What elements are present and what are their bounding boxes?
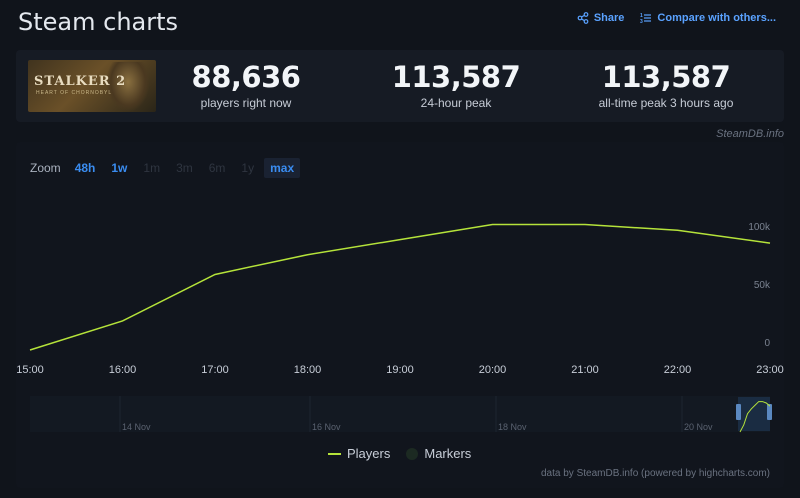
legend-players-label: Players (347, 446, 391, 461)
chart-panel: Zoom 48h 1w 1m 3m 6m 1y max 0 50k 100k 15:0… (16, 142, 784, 488)
zoom-1w[interactable]: 1w (111, 161, 128, 175)
page-title: Steam charts (18, 8, 179, 36)
stat-peak24: 113,587 24-hour peak (356, 60, 556, 110)
x-tick-label: 15:00 (16, 364, 44, 376)
legend-players-swatch (328, 452, 341, 455)
compare-label: Compare with others... (657, 12, 776, 24)
y-tick-label: 50k (754, 280, 771, 291)
x-tick-label: 21:00 (571, 364, 599, 376)
footer-credit[interactable]: data by SteamDB.info (powered by highcha… (541, 468, 770, 479)
legend-markers-label: Markers (424, 446, 472, 461)
thumbnail-title: STALKER 2 (34, 74, 127, 89)
x-tick-label: 18:00 (294, 364, 322, 376)
compare-icon: 1 3 (640, 13, 652, 24)
thumbnail-subtitle: HEART OF CHORNOBYL (36, 90, 113, 96)
navigator-series-line (739, 401, 771, 433)
zoom-6m: 6m (208, 161, 226, 175)
share-icon (577, 12, 589, 24)
players-series-line (29, 223, 771, 351)
steamdb-credit[interactable]: SteamDB.info (716, 128, 784, 140)
zoom-label: Zoom (30, 161, 61, 175)
x-tick-label: 22:00 (664, 364, 692, 376)
zoom-1m: 1m (143, 161, 161, 175)
x-tick-label: 23:00 (756, 364, 784, 376)
stats-panel: STALKER 2 HEART OF CHORNOBYL 88,636 play… (16, 50, 784, 122)
players-chart[interactable]: 0 50k 100k 15:00 16:00 17:00 18:00 19:00 20:00 21… (16, 142, 784, 488)
zoom-48h[interactable]: 48h (74, 161, 96, 175)
stat-current: 88,636 players right now (146, 60, 346, 110)
navigator: 14 Nov 16 Nov 18 Nov 20 Nov (30, 396, 772, 433)
stat-peak24-label: 24-hour peak (420, 96, 492, 110)
x-tick-label: 17:00 (201, 364, 229, 376)
stat-current-value: 88,636 (191, 60, 301, 94)
share-label: Share (593, 12, 625, 24)
stat-current-label: players right now (200, 96, 292, 110)
zoom-3m: 3m (176, 161, 193, 175)
share-button[interactable]: Share (577, 12, 625, 24)
svg-text:3: 3 (640, 19, 643, 24)
y-tick-label: 0 (764, 338, 770, 349)
stat-peak24-value: 113,587 (391, 60, 521, 94)
game-thumbnail[interactable]: STALKER 2 HEART OF CHORNOBYL (28, 60, 156, 112)
x-tick-label: 19:00 (386, 364, 414, 376)
stat-alltime: 113,587 all-time peak 3 hours ago (566, 60, 766, 110)
compare-button[interactable]: 1 3 Compare with others... (640, 12, 776, 24)
zoom-max[interactable]: max (264, 158, 301, 178)
navigator-date-label: 16 Nov (312, 422, 341, 432)
x-tick-label: 20:00 (479, 364, 507, 376)
navigator-date-label: 14 Nov (122, 422, 151, 432)
zoom-row: Zoom 48h 1w 1m 3m 6m 1y max (30, 158, 301, 178)
zoom-1y: 1y (241, 161, 255, 175)
chart-legend: Players Markers (328, 446, 471, 461)
navigator-date-label: 20 Nov (684, 422, 713, 432)
main-plot: 0 50k 100k 15:00 16:00 17:00 18:00 19:00 20:00 21… (16, 222, 784, 376)
top-actions: Share 1 3 Compare with others... (577, 12, 776, 24)
legend-players[interactable]: Players (328, 446, 390, 461)
x-tick-label: 16:00 (109, 364, 137, 376)
stat-alltime-value: 113,587 (601, 60, 731, 94)
legend-markers[interactable]: Markers (406, 446, 471, 461)
legend-markers-swatch (406, 447, 419, 460)
navigator-handle-right (767, 404, 772, 420)
svg-text:1: 1 (640, 13, 643, 19)
thumbnail-art (106, 62, 150, 112)
y-tick-label: 100k (748, 222, 771, 233)
navigator-date-label: 18 Nov (498, 422, 527, 432)
navigator-handle-left (736, 404, 741, 420)
stat-alltime-label: all-time peak 3 hours ago (598, 96, 734, 110)
navigator-background (30, 396, 770, 432)
